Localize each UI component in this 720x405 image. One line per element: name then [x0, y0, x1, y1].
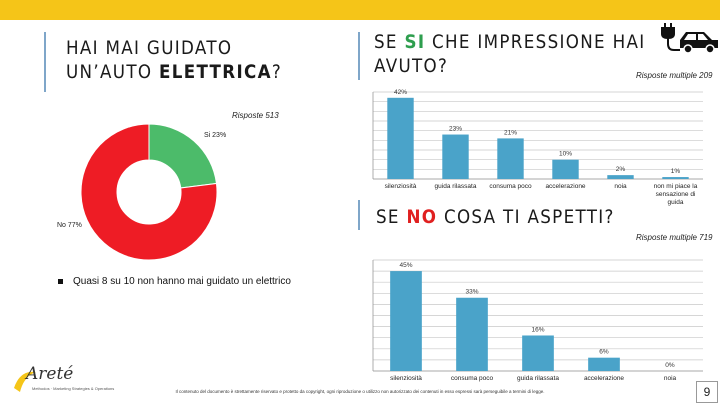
top-right-title-line1: SE SI CHE IMPRESSIONE HAI — [374, 30, 645, 54]
bar-category-label: non mi piace la — [654, 183, 698, 190]
bar-category-label: silenziosità — [390, 375, 422, 382]
top-right-title-divider — [358, 32, 360, 80]
bar-category-label: guida rilassata — [435, 183, 477, 190]
bar-value-label: 0% — [665, 362, 675, 369]
bar-category-label: consuma poco — [451, 375, 494, 382]
top-right-title-highlight: SI — [404, 31, 426, 53]
bar-chart-impressions: 42% silenziosità 23% guida rilassata 21% cons… — [372, 89, 703, 206]
top-accent-bar — [0, 0, 720, 20]
bottom-right-title: SE NO COSA TI ASPETTI? — [376, 205, 615, 229]
left-title-bold: ELETTRICA — [158, 61, 272, 83]
top-right-title-line2: AVUTO? — [374, 55, 449, 77]
plug-icon — [661, 23, 680, 51]
bar — [442, 134, 469, 179]
bar-category-label: silenziosità — [385, 183, 417, 190]
bar-value-label: 23% — [449, 126, 462, 133]
bar-chart-expectations: 45% silenziosità 33% consuma poco 16% guida r… — [372, 259, 703, 382]
bar-value-label: 1% — [671, 168, 681, 175]
ev-car-icon — [661, 23, 718, 54]
left-title-suffix: ? — [271, 61, 283, 83]
top-right-title-prefix: SE — [374, 31, 405, 53]
bar — [522, 335, 554, 371]
bar-value-label: 42% — [394, 89, 407, 96]
pie-slice-si — [148, 123, 218, 189]
bottom-right-title-divider — [358, 200, 360, 230]
left-title-divider — [44, 32, 46, 92]
bar-category-label: accelerazione — [584, 375, 624, 382]
bottom-right-title-rest: COSA TI ASPETTI? — [437, 206, 615, 228]
bar2-responses-note: Risposte multiple 719 — [636, 233, 713, 242]
footer-disclaimer: Il contenuto del documento è strettament… — [175, 389, 545, 394]
pie-label-si: Si 23% — [204, 132, 226, 139]
bar — [497, 138, 524, 179]
logo-swoosh-icon — [14, 371, 36, 392]
bar-category-label: accelerazione — [545, 183, 585, 190]
arete-logo: Areté Methodos · Marketing Strategies & … — [10, 362, 114, 402]
bar — [456, 297, 488, 371]
bar-value-label: 45% — [399, 262, 412, 269]
left-title-line1: HAI MAI GUIDATO — [66, 37, 233, 59]
summary-bullet: Quasi 8 su 10 non hanno mai guidato un e… — [58, 276, 291, 287]
left-title: HAI MAI GUIDATO UN’AUTO ELETTRICA? — [66, 36, 282, 84]
bar — [607, 175, 634, 179]
pie-label-no: No 77% — [57, 222, 82, 229]
bar-value-label: 10% — [559, 151, 572, 158]
top-right-title-rest: CHE IMPRESSIONE HAI — [425, 31, 646, 53]
bar-value-label: 33% — [465, 289, 478, 296]
bottom-right-title-prefix: SE — [376, 206, 407, 228]
bottom-right-title-highlight: NO — [406, 206, 438, 228]
bullet-square — [58, 278, 63, 284]
bar — [390, 271, 422, 371]
bar-value-label: 2% — [616, 166, 626, 173]
bar — [387, 97, 414, 179]
pie-slice-no — [80, 123, 218, 261]
logo-tagline: Methodos · Marketing Strategies & Operat… — [32, 386, 115, 391]
pie-responses-note: Risposte 513 — [232, 111, 279, 120]
page-number: 9 — [696, 381, 718, 403]
bar1-responses-note: Risposte multiple 209 — [636, 71, 713, 80]
bar-category-label: guida — [668, 199, 684, 206]
pie-chart: Si 23% No 77% — [57, 123, 226, 261]
bar-category-label: sensazione di — [656, 191, 696, 198]
left-title-line2: UN’AUTO ELETTRICA? — [66, 60, 282, 84]
bar-value-label: 6% — [599, 349, 609, 356]
bar-category-label: consuma poco — [489, 183, 532, 190]
bar-value-label: 16% — [531, 326, 544, 333]
bar — [662, 177, 689, 179]
bar — [588, 357, 620, 371]
bar-category-label: noia — [614, 183, 627, 190]
bar-category-label: noia — [664, 375, 677, 382]
bar-category-label: guida rilassata — [517, 375, 559, 382]
bar — [552, 159, 579, 179]
top-right-title: SE SI CHE IMPRESSIONE HAI AVUTO? — [374, 30, 645, 78]
bar-value-label: 21% — [504, 129, 517, 136]
summary-bullet-text: Quasi 8 su 10 non hanno mai guidato un e… — [73, 276, 291, 287]
left-title-prefix: UN’AUTO — [66, 61, 159, 83]
logo-word: Areté — [26, 364, 74, 384]
